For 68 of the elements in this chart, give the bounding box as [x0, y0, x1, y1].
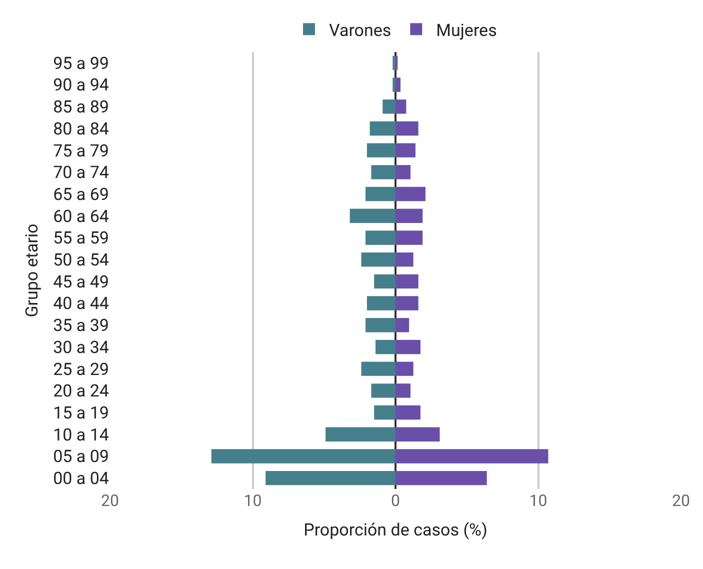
y-tick-label: 60 a 64: [53, 206, 110, 227]
bar: [366, 230, 396, 245]
bar: [396, 384, 410, 398]
x-tick-label: 20: [672, 491, 690, 510]
bar: [361, 252, 396, 267]
y-tick-label: 50 a 54: [53, 250, 110, 271]
bar: [350, 208, 396, 223]
bar: [396, 252, 414, 267]
bar: [366, 318, 396, 332]
bar: [396, 405, 420, 420]
y-tick-label: 75 a 79: [53, 141, 109, 162]
bar: [396, 470, 487, 486]
x-tick-label: 10: [529, 491, 548, 510]
bar: [376, 340, 396, 354]
y-axis-title: Grupo etario: [22, 224, 43, 318]
y-tick-label: 05 a 09: [53, 447, 109, 468]
bar: [374, 405, 396, 420]
bar: [326, 427, 396, 442]
y-tick-label: 40 a 44: [53, 294, 110, 314]
y-tick-label: 35 a 39: [53, 316, 109, 336]
bar: [396, 143, 416, 158]
bar: [392, 78, 396, 92]
y-tick-label: 00 a 04: [53, 469, 110, 490]
bar: [392, 56, 396, 70]
bar: [366, 186, 396, 202]
x-tick-label: 20: [101, 491, 119, 510]
bar: [366, 143, 396, 158]
bar: [396, 230, 423, 245]
y-tick-label: 15 a 19: [53, 403, 109, 424]
bar: [211, 449, 396, 464]
y-tick-label: 25 a 29: [53, 360, 109, 380]
bar: [396, 362, 414, 376]
x-tick-label: 0: [391, 491, 400, 510]
x-tick-label: 10: [244, 491, 262, 510]
y-tick-label: 65 a 69: [53, 184, 109, 205]
bar: [266, 470, 396, 486]
y-tick-label: 80 a 84: [53, 119, 110, 140]
bar: [361, 362, 396, 376]
bar: [371, 384, 396, 398]
y-tick-label: 95 a 99: [53, 54, 109, 74]
bar: [371, 165, 396, 180]
y-tick-label: 10 a 14: [53, 425, 110, 446]
bar: [396, 274, 418, 289]
x-axis-title: Proporción de casos (%): [304, 520, 488, 540]
bar: [396, 208, 423, 223]
y-tick-label: 90 a 94: [53, 76, 110, 96]
bar: [396, 296, 418, 310]
y-tick-label: 55 a 59: [53, 228, 109, 249]
bar: [370, 121, 396, 136]
bar: [396, 186, 426, 202]
y-tick-label: 30 a 34: [53, 338, 110, 358]
bar: [382, 100, 396, 114]
bar: [396, 78, 400, 92]
y-tick-label: 85 a 89: [53, 98, 109, 118]
bar: [396, 121, 418, 136]
legend-label: Varones: [329, 20, 392, 41]
bar: [396, 427, 440, 442]
y-tick-label: 70 a 74: [53, 163, 110, 184]
bar: [374, 274, 396, 289]
bar: [396, 165, 410, 180]
y-tick-label: 45 a 49: [53, 272, 109, 292]
bar: [396, 100, 406, 114]
bar: [396, 449, 548, 464]
bar: [396, 318, 410, 332]
legend-label: Mujeres: [436, 20, 497, 41]
bar: [366, 296, 396, 310]
y-tick-label: 20 a 24: [53, 382, 110, 402]
bar: [396, 340, 420, 354]
